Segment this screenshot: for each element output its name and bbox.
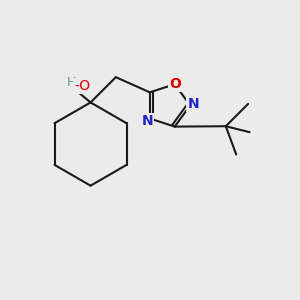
- Text: -O: -O: [74, 79, 90, 93]
- Text: O: O: [169, 76, 181, 91]
- Text: H: H: [67, 76, 76, 89]
- Text: N: N: [142, 115, 153, 128]
- Text: N: N: [187, 97, 199, 111]
